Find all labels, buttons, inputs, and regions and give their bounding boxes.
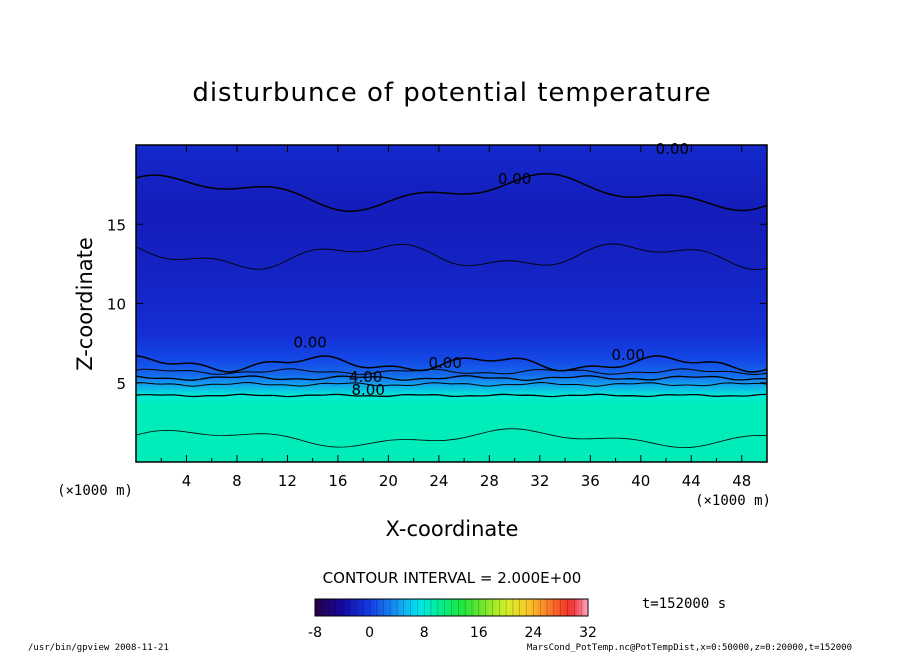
- contour-label: 4.00: [349, 368, 382, 386]
- chart-title: disturbunce of potential temperature: [192, 78, 711, 108]
- heatmap-field: [136, 145, 767, 462]
- y-axis-label: Z-coordinate: [73, 237, 97, 371]
- colorbar-tick-label: 16: [470, 625, 488, 641]
- colorbar-tick-label: -8: [308, 625, 322, 641]
- contour-0-upper: [135, 172, 768, 213]
- y-axis-ticks: 5 10 15: [107, 216, 767, 393]
- contour-4: [135, 375, 768, 382]
- contour-2: [135, 368, 768, 376]
- contour-label: 0.00: [611, 346, 644, 364]
- x-unit-label: (×1000 m): [695, 493, 771, 509]
- x-tick-label: 40: [631, 472, 650, 490]
- footer-right: MarsCond_PotTemp.nc@PotTempDist,x=0:5000…: [527, 643, 852, 653]
- time-label: t=152000 s: [642, 596, 726, 612]
- y-unit-label: (×1000 m): [57, 483, 133, 499]
- colorbar-tick-label: 0: [365, 625, 374, 641]
- y-tick-label: 15: [107, 216, 126, 234]
- x-tick-label: 20: [379, 472, 398, 490]
- colorbar-tick-label: 24: [524, 625, 542, 641]
- contour-6: [135, 381, 768, 387]
- x-tick-label: 12: [278, 472, 297, 490]
- contour-label: 8.00: [352, 381, 385, 399]
- contour-neg2: [135, 243, 768, 270]
- x-axis-label: X-coordinate: [386, 517, 519, 541]
- contour-near-surface: [135, 428, 768, 449]
- y-tick-label: 5: [116, 375, 126, 393]
- contour-0-lower: [135, 354, 768, 373]
- plot-area: 0.000.000.000.004.008.000.00 4 8 12 16 20 24 2…: [107, 140, 768, 490]
- contour-label: 0.00: [656, 140, 689, 158]
- colorbar-tick-label: 32: [579, 625, 597, 641]
- contour-label: 0.00: [498, 170, 531, 188]
- x-tick-label: 44: [682, 472, 701, 490]
- contour-label: 0.00: [293, 333, 326, 351]
- x-tick-label: 28: [480, 472, 499, 490]
- x-tick-label: 4: [182, 472, 192, 490]
- x-tick-label: 48: [732, 472, 751, 490]
- x-axis-ticks: 4 8 12 16 20 24 28 32 36 40 44 48: [160, 145, 751, 490]
- contour-label: 0.00: [428, 354, 461, 372]
- x-tick-label: 24: [429, 472, 448, 490]
- contour-interval-text: CONTOUR INTERVAL = 2.000E+00: [323, 569, 582, 587]
- x-tick-label: 16: [328, 472, 347, 490]
- x-tick-label: 36: [581, 472, 600, 490]
- colorbar-ticks: -8 0 8 16 24 32: [308, 599, 597, 641]
- x-tick-label: 32: [530, 472, 549, 490]
- footer-left: /usr/bin/gpview 2008-11-21: [28, 643, 169, 653]
- contour-lines: 0.00 0.00 0.00 0.00 4.008.00 0.00: [135, 140, 768, 449]
- x-tick-label: 8: [232, 472, 242, 490]
- contour-8: [135, 393, 768, 398]
- y-tick-label: 10: [107, 296, 126, 314]
- colorbar-tick-label: 8: [420, 625, 429, 641]
